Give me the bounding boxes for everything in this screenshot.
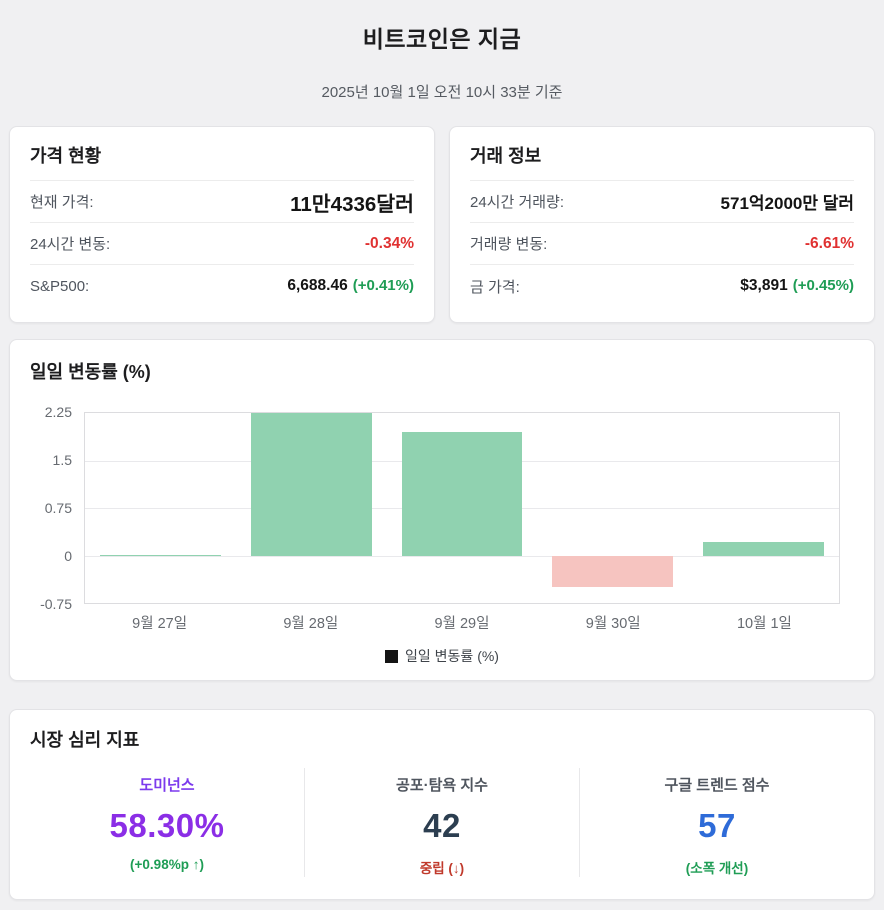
metric-google-trends: 구글 트렌드 점수 57 (소폭 개선) (579, 768, 854, 877)
legend-swatch-icon (385, 649, 399, 663)
row-gold-price: 금 가격: $3,891 (+0.45%) (470, 265, 854, 307)
gold-value-group: $3,891 (+0.45%) (740, 277, 854, 295)
metric-dominance: 도미넌스 58.30% (+0.98%p ↑) (30, 768, 304, 877)
trade-info-card: 거래 정보 24시간 거래량: 571억2000만 달러 거래량 변동: -6.… (449, 126, 875, 323)
x-tick-label: 9월 30일 (585, 616, 641, 632)
volume-24h-label: 24시간 거래량: (470, 194, 565, 211)
fear-greed-label: 공포·탐욕 지수 (396, 777, 488, 794)
x-tick-label: 10월 1일 (736, 616, 792, 632)
y-tick-label: 2.25 (44, 404, 72, 420)
bar-cell (85, 413, 236, 603)
fear-greed-status: 중립 (↓) (419, 861, 465, 876)
row-sp500: S&P500: 6,688.46 (+0.41%) (30, 265, 414, 307)
fear-greed-value: 42 (423, 807, 461, 844)
info-cards-row: 가격 현황 현재 가격: 11만4336달러 24시간 변동: -0.34% S… (9, 126, 875, 323)
chart-title: 일일 변동률 (%) (30, 362, 151, 382)
y-tick-label: 1.5 (52, 452, 72, 468)
metric-fear-greed: 공포·탐욕 지수 42 중립 (↓) (304, 768, 579, 877)
bar-1 (100, 554, 221, 556)
chart-x-labels: 9월 27일 9월 28일 9월 29일 9월 30일 10월 1일 (84, 612, 840, 633)
bar-5 (703, 541, 824, 556)
gold-price-label: 금 가격: (470, 278, 520, 296)
current-price-value: 11만4336달러 (290, 192, 414, 216)
bar-cell (387, 413, 538, 603)
legend-label: 일일 변동률 (%) (405, 648, 499, 664)
row-24h-volume: 24시간 거래량: 571억2000만 달러 (470, 181, 854, 223)
sp500-change: (+0.41%) (352, 277, 414, 294)
row-current-price: 현재 가격: 11만4336달러 (30, 181, 414, 223)
bar-2 (250, 413, 372, 556)
bar-cell (688, 413, 839, 603)
price-status-card: 가격 현황 현재 가격: 11만4336달러 24시간 변동: -0.34% S… (9, 126, 435, 323)
daily-change-chart-card: 일일 변동률 (%) 2.25 1.5 0.75 0 -0.75 9월 27일 9월 28… (9, 339, 875, 681)
sentiment-card-title: 시장 심리 지표 (30, 730, 140, 750)
volume-change-label: 거래량 변동: (470, 236, 548, 253)
gold-price-value: $3,891 (740, 277, 788, 294)
price-card-title: 가격 현황 (30, 142, 414, 181)
sp500-value-group: 6,688.46 (+0.41%) (287, 277, 414, 295)
sp500-label: S&P500: (30, 277, 90, 295)
gridline (85, 555, 839, 557)
dominance-label: 도미넌스 (139, 777, 195, 794)
chart-legend: 일일 변동률 (%) (30, 646, 854, 666)
bar-4 (552, 555, 674, 588)
sp500-value: 6,688.46 (287, 277, 348, 294)
x-tick-label: 9월 27일 (132, 616, 188, 632)
google-trends-value: 57 (698, 807, 736, 844)
header: 비트코인은 지금 2025년 10월 1일 오전 10시 33분 기준 (9, 14, 875, 102)
page-title: 비트코인은 지금 (362, 26, 522, 52)
market-sentiment-card: 시장 심리 지표 도미넌스 58.30% (+0.98%p ↑) 공포·탐욕 지… (9, 709, 875, 900)
trade-card-title: 거래 정보 (470, 142, 854, 181)
chart-y-axis: 2.25 1.5 0.75 0 -0.75 (30, 404, 84, 612)
change-24h-value: -0.34% (364, 234, 414, 252)
x-tick-label: 9월 29일 (434, 616, 490, 632)
volume-change-value: -6.61% (804, 234, 854, 252)
dominance-value: 58.30% (109, 807, 225, 844)
chart-area: 2.25 1.5 0.75 0 -0.75 9월 27일 9월 28일 9월 29일 9월 3… (30, 404, 854, 666)
x-tick-label: 9월 28일 (283, 616, 339, 632)
y-tick-label: 0.75 (44, 500, 72, 516)
page: { "header": { "title": "비트코인은 지금", "time… (9, 26, 875, 900)
google-trends-label: 구글 트렌드 점수 (664, 777, 770, 794)
row-volume-change: 거래량 변동: -6.61% (470, 223, 854, 265)
volume-24h-value: 571억2000만 달러 (720, 194, 854, 213)
chart-row: 2.25 1.5 0.75 0 -0.75 (30, 404, 854, 612)
row-24h-change: 24시간 변동: -0.34% (30, 223, 414, 265)
chart-plot (84, 412, 840, 604)
timestamp: 2025년 10월 1일 오전 10시 33분 기준 (321, 84, 563, 101)
y-tick-label: -0.75 (40, 596, 72, 612)
bar-3 (401, 432, 523, 556)
gold-price-change: (+0.45%) (792, 277, 854, 294)
change-24h-label: 24시간 변동: (30, 236, 111, 253)
sentiment-metrics: 도미넌스 58.30% (+0.98%p ↑) 공포·탐욕 지수 42 중립 (… (30, 768, 854, 877)
dominance-change: (+0.98%p ↑) (130, 857, 204, 872)
bar-cell (537, 413, 688, 603)
y-tick-label: 0 (64, 548, 72, 564)
bar-cell (236, 413, 387, 603)
bars-layer (85, 413, 839, 603)
google-trends-status: (소폭 개선) (685, 861, 749, 876)
current-price-label: 현재 가격: (30, 194, 94, 211)
